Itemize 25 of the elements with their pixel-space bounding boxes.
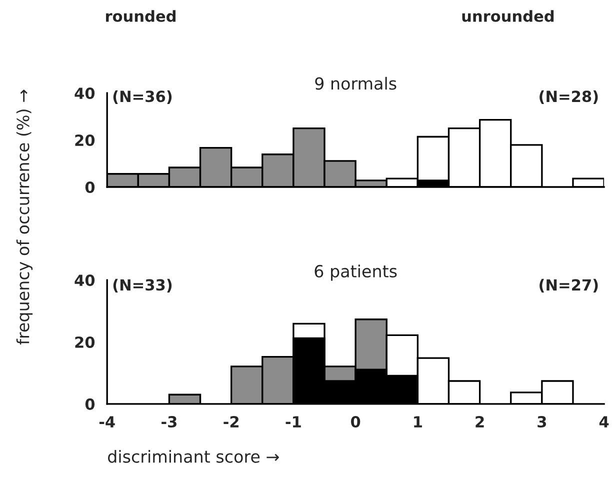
x-tick-label: 2 (476, 416, 484, 428)
y-axis-title: frequency of occurrence (%) → (16, 90, 33, 345)
x-tick-label: -3 (162, 416, 176, 428)
x-tick-label: 4 (599, 416, 609, 428)
x-tick-label: -1 (286, 416, 301, 428)
y-tick-label: 20 (75, 336, 95, 348)
text: rounded (106, 10, 176, 22)
annotation: (N=27) (540, 278, 598, 292)
x-tick-label: 1 (414, 416, 422, 428)
y-tick-label: 40 (74, 274, 95, 286)
x-tick-label: 3 (538, 416, 546, 428)
x-tick-label: -2 (224, 416, 238, 428)
x-tick-label: -4 (99, 416, 115, 428)
y-tick-label: 20 (75, 134, 95, 146)
y-tick-label: 0 (85, 398, 95, 410)
chart-title: 6 patients (314, 264, 397, 281)
chart-title: 9 normals (315, 76, 396, 90)
annotation: (N=28) (540, 90, 598, 104)
y-tick-label: 0 (85, 181, 95, 194)
x-tick-label: 0 (350, 416, 360, 428)
annotation: (N=33) (113, 278, 172, 292)
y-tick-label: 40 (74, 87, 95, 100)
x-axis-title: discriminant score → (108, 450, 279, 463)
text: unrounded (462, 10, 554, 22)
annotation: (N=36) (113, 90, 172, 104)
